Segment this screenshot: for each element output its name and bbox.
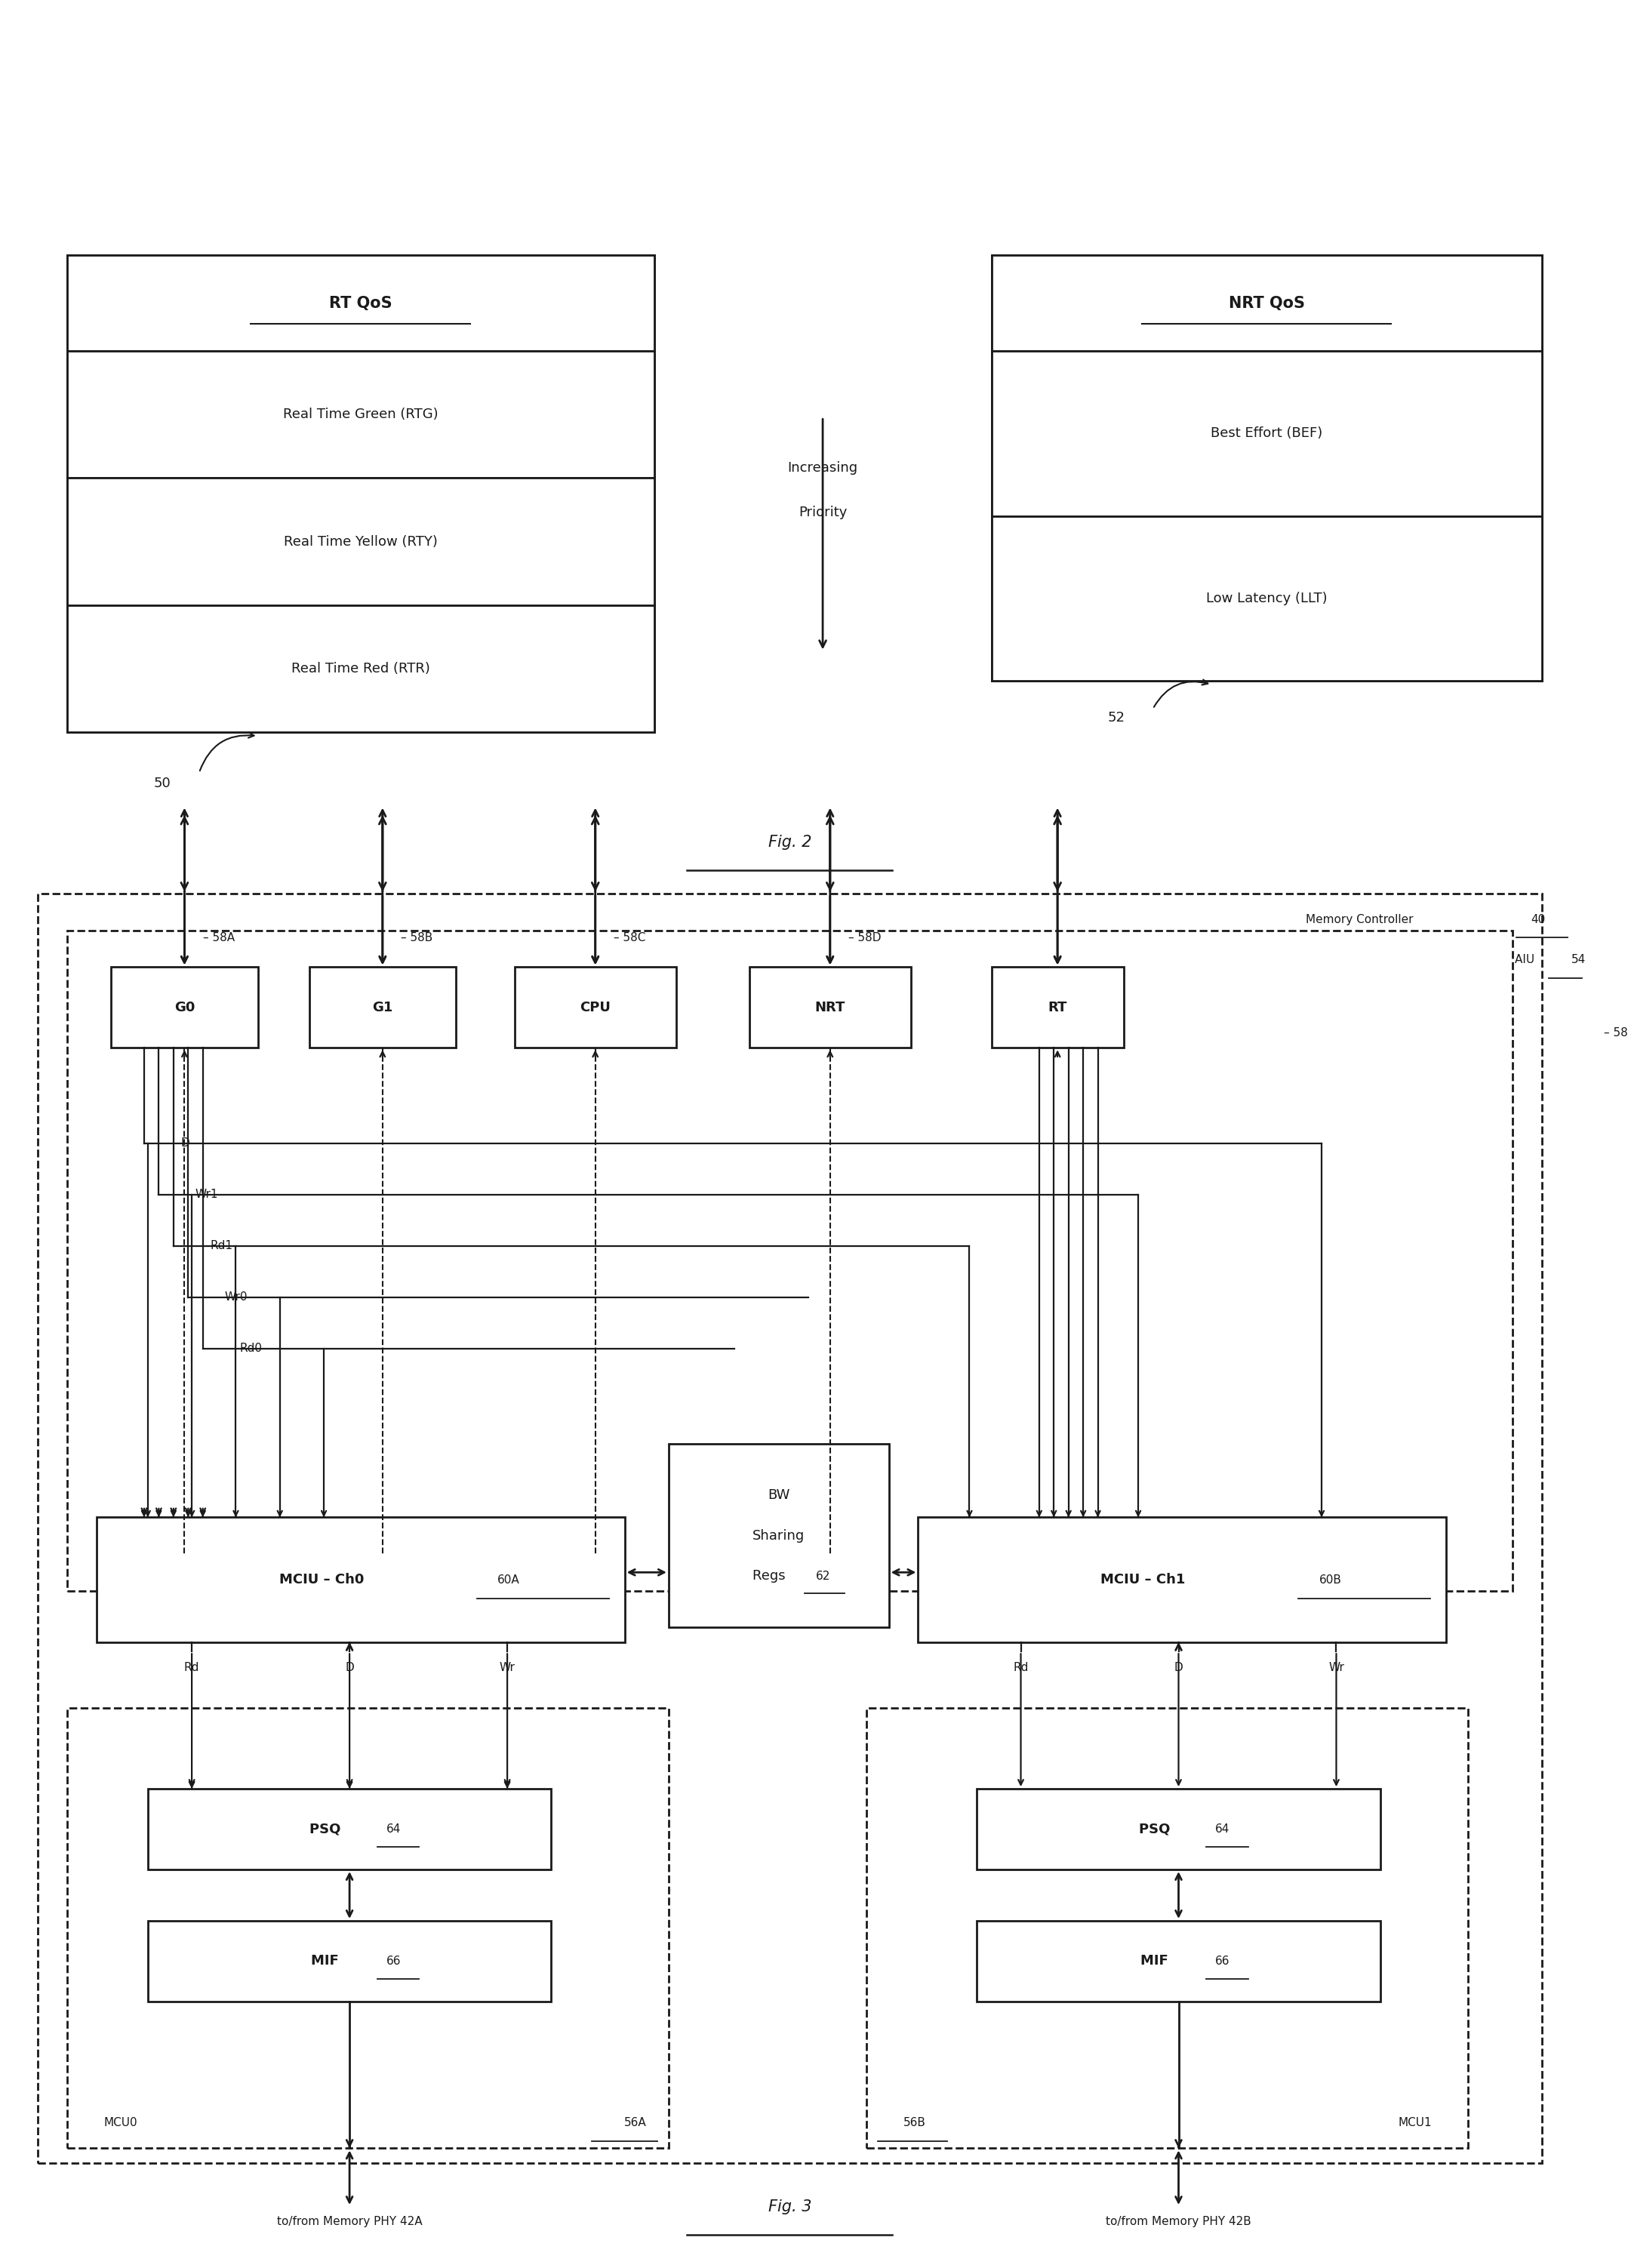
- Bar: [991, 256, 1542, 680]
- Text: G0: G0: [174, 1000, 195, 1014]
- Bar: [514, 966, 676, 1048]
- Text: CPU: CPU: [580, 1000, 610, 1014]
- Text: Priority: Priority: [798, 506, 847, 519]
- Text: 52: 52: [1107, 710, 1125, 723]
- Text: D: D: [181, 1139, 189, 1150]
- Text: Fig. 3: Fig. 3: [768, 2200, 811, 2214]
- Text: MCIU – Ch1: MCIU – Ch1: [1101, 1574, 1190, 1588]
- Text: PSQ: PSQ: [1138, 1821, 1174, 1835]
- Bar: [67, 1708, 669, 2148]
- Text: to/from Memory PHY 42B: to/from Memory PHY 42B: [1105, 2216, 1252, 2227]
- Text: 50: 50: [155, 778, 171, 792]
- Bar: [866, 1708, 1468, 2148]
- Text: 60A: 60A: [497, 1574, 519, 1585]
- Text: – 58C: – 58C: [614, 932, 646, 943]
- Text: 62: 62: [816, 1569, 830, 1581]
- Text: NRT QoS: NRT QoS: [1229, 295, 1304, 311]
- Text: 40: 40: [1530, 914, 1545, 925]
- Text: RT: RT: [1048, 1000, 1066, 1014]
- Bar: [148, 1921, 552, 2003]
- Bar: [67, 256, 654, 733]
- Text: MCIU – Ch0: MCIU – Ch0: [278, 1574, 368, 1588]
- Text: Wr0: Wr0: [225, 1290, 247, 1302]
- Text: MIF: MIF: [1140, 1955, 1172, 1969]
- Text: – 58B: – 58B: [400, 932, 433, 943]
- Bar: [991, 256, 1542, 352]
- Bar: [67, 352, 654, 479]
- Bar: [669, 1445, 889, 1628]
- Bar: [67, 930, 1512, 1590]
- Text: Sharing: Sharing: [752, 1529, 804, 1542]
- Bar: [991, 515, 1542, 680]
- Text: Rd: Rd: [1013, 1662, 1029, 1674]
- Bar: [67, 256, 654, 352]
- Bar: [67, 606, 654, 733]
- Text: Increasing: Increasing: [788, 460, 858, 474]
- Bar: [918, 1517, 1446, 1642]
- Bar: [148, 1789, 552, 1869]
- Text: G1: G1: [373, 1000, 392, 1014]
- Text: Wr: Wr: [1328, 1662, 1345, 1674]
- Text: D: D: [1174, 1662, 1184, 1674]
- Text: BW: BW: [768, 1488, 790, 1501]
- Text: AIU: AIU: [1514, 955, 1538, 966]
- Text: D: D: [345, 1662, 353, 1674]
- Text: 54: 54: [1571, 955, 1586, 966]
- Text: MIF: MIF: [311, 1955, 344, 1969]
- Text: Memory Controller: Memory Controller: [1306, 914, 1416, 925]
- Text: PSQ: PSQ: [309, 1821, 345, 1835]
- Bar: [309, 966, 456, 1048]
- Text: NRT: NRT: [816, 1000, 845, 1014]
- Text: – 58D: – 58D: [848, 932, 881, 943]
- Bar: [977, 1921, 1381, 2003]
- Bar: [111, 966, 257, 1048]
- Bar: [991, 352, 1542, 515]
- Text: Real Time Yellow (RTY): Real Time Yellow (RTY): [283, 535, 438, 549]
- Text: 66: 66: [386, 1955, 400, 1966]
- Bar: [977, 1789, 1381, 1869]
- Text: 60B: 60B: [1319, 1574, 1341, 1585]
- Text: RT QoS: RT QoS: [329, 295, 392, 311]
- Text: Low Latency (LLT): Low Latency (LLT): [1206, 592, 1327, 606]
- Text: Fig. 2: Fig. 2: [768, 835, 811, 850]
- Bar: [96, 1517, 625, 1642]
- Text: to/from Memory PHY 42A: to/from Memory PHY 42A: [277, 2216, 422, 2227]
- Text: – 58A: – 58A: [204, 932, 234, 943]
- Bar: [37, 894, 1542, 2164]
- Text: Wr1: Wr1: [195, 1188, 218, 1200]
- Text: MCU1: MCU1: [1398, 2116, 1431, 2127]
- Text: Real Time Red (RTR): Real Time Red (RTR): [291, 662, 430, 676]
- Text: MCU0: MCU0: [104, 2116, 137, 2127]
- Text: – 58E: – 58E: [1604, 1027, 1628, 1039]
- Bar: [991, 966, 1123, 1048]
- Text: Rd: Rd: [184, 1662, 200, 1674]
- Text: 56B: 56B: [904, 2116, 926, 2127]
- Text: Wr: Wr: [500, 1662, 514, 1674]
- Text: Regs: Regs: [752, 1569, 790, 1583]
- Bar: [749, 966, 910, 1048]
- Text: Best Effort (BEF): Best Effort (BEF): [1211, 426, 1322, 440]
- Text: 64: 64: [1214, 1823, 1229, 1835]
- Text: Rd1: Rd1: [210, 1241, 233, 1252]
- Text: 66: 66: [1214, 1955, 1229, 1966]
- Text: Rd0: Rd0: [239, 1343, 262, 1354]
- Bar: [67, 479, 654, 606]
- Text: 56A: 56A: [624, 2116, 646, 2127]
- Text: 64: 64: [386, 1823, 400, 1835]
- Text: Real Time Green (RTG): Real Time Green (RTG): [283, 408, 438, 422]
